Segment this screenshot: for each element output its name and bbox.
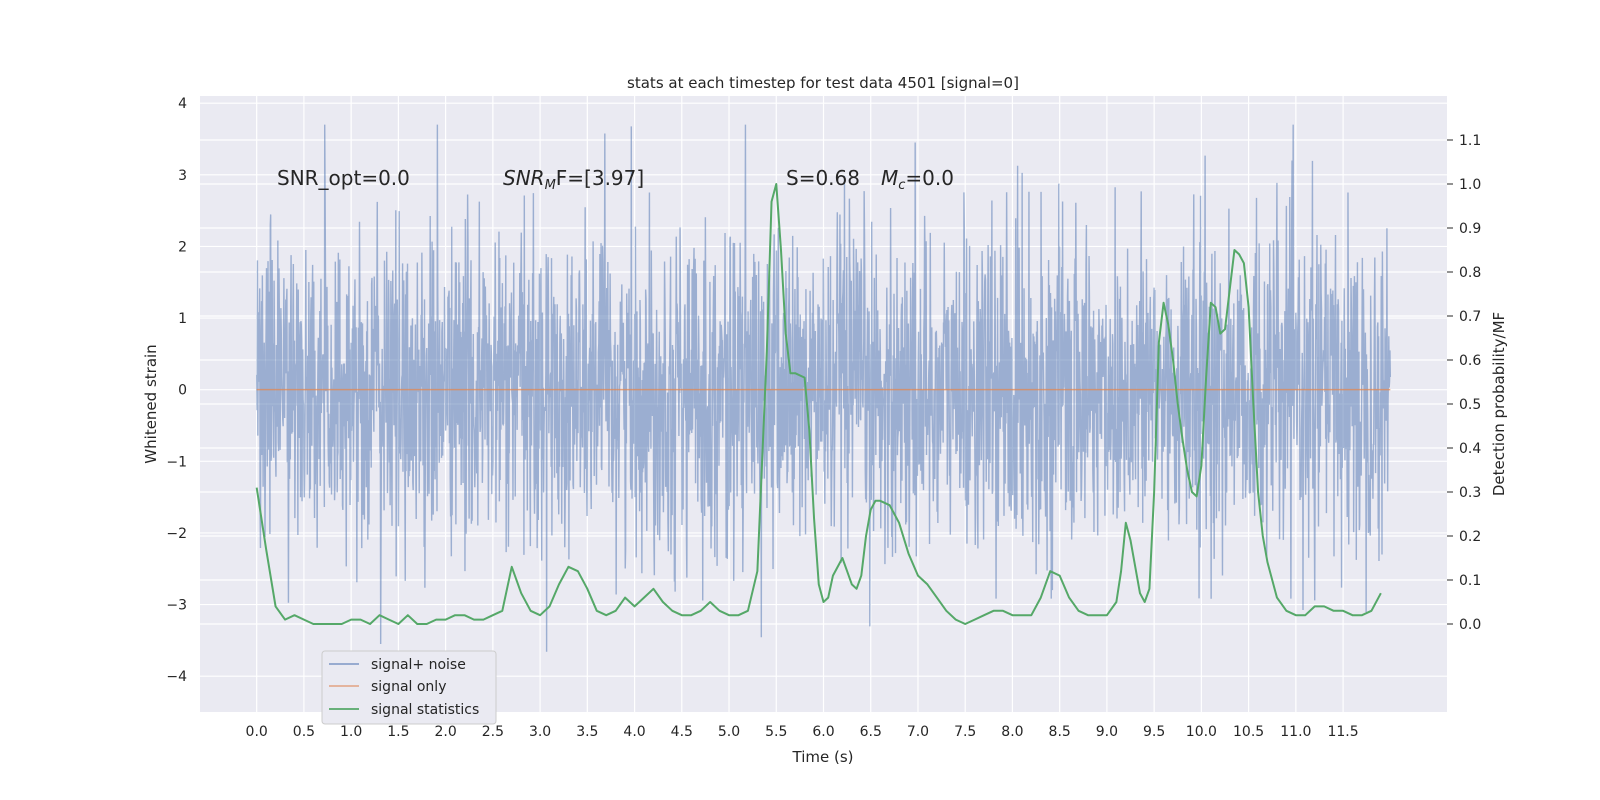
x-tick-13: 6.5 <box>860 724 882 740</box>
noise-band <box>255 124 1392 652</box>
yl-tick-3: 1 <box>178 311 187 327</box>
x-tick-6: 3.0 <box>529 724 551 740</box>
yr-tick-6: 0.5 <box>1459 397 1481 413</box>
yr-tick-5: 0.6 <box>1459 353 1481 369</box>
snr-mf-sub: M <box>545 178 556 193</box>
x-tick-4: 2.0 <box>434 724 456 740</box>
yr-tick-3: 0.8 <box>1459 265 1481 281</box>
legend-label-noise: signal+ noise <box>371 657 466 673</box>
annotation-mc: Mc=0.0 <box>881 166 954 193</box>
right-y-tick-labels: 1.1 1.0 0.9 0.8 0.7 0.6 0.5 0.4 0.3 0.2 0.1 0.0 <box>1447 133 1481 633</box>
snr-mf-main: SNR <box>503 166 545 190</box>
yl-tick-0: 4 <box>178 96 187 112</box>
yr-tick-2: 0.9 <box>1459 221 1481 237</box>
yl-tick-8: −4 <box>166 669 187 685</box>
x-tick-5: 2.5 <box>482 724 504 740</box>
x-tick-22: 11.0 <box>1280 724 1311 740</box>
yl-tick-1: 3 <box>178 168 187 184</box>
yl-tick-7: −3 <box>166 598 187 614</box>
yr-tick-8: 0.3 <box>1459 485 1481 501</box>
mc-tail: =0.0 <box>905 166 954 190</box>
x-tick-9: 4.5 <box>671 724 693 740</box>
series-signal-statistics <box>255 183 1382 625</box>
x-tick-20: 10.0 <box>1186 724 1217 740</box>
x-tick-labels: 0.0 0.5 1.0 1.5 2.0 2.5 3.0 3.5 4.0 4.5 5.0 5.5 6.0 6… <box>246 724 1359 740</box>
yr-tick-9: 0.2 <box>1459 529 1481 545</box>
snr-mf-tail: F=[3.97] <box>556 166 644 190</box>
x-tick-18: 9.0 <box>1096 724 1118 740</box>
series-signal-noise <box>255 124 1392 652</box>
yl-tick-2: 2 <box>178 239 187 255</box>
x-tick-12: 6.0 <box>812 724 834 740</box>
mc-sub: c <box>898 178 905 193</box>
chart-title: stats at each timestep for test data 450… <box>627 74 1019 92</box>
legend: signal+ noise signal only signal statist… <box>321 650 497 725</box>
yr-tick-0: 1.1 <box>1459 133 1481 149</box>
x-tick-1: 0.5 <box>293 724 315 740</box>
x-axis-label: Time (s) <box>792 748 854 766</box>
annotation-s-value: S=0.68 <box>786 166 860 190</box>
yl-tick-5: −1 <box>166 454 187 470</box>
yl-tick-4: 0 <box>178 383 187 399</box>
yr-tick-1: 1.0 <box>1459 177 1481 193</box>
yl-tick-6: −2 <box>166 526 187 542</box>
x-tick-7: 3.5 <box>576 724 598 740</box>
x-tick-23: 11.5 <box>1327 724 1358 740</box>
yr-tick-10: 0.1 <box>1459 573 1481 589</box>
x-tick-21: 10.5 <box>1233 724 1264 740</box>
x-tick-0: 0.0 <box>246 724 268 740</box>
left-y-tick-labels: 4 3 2 1 0 −1 −2 −3 −4 <box>166 96 187 685</box>
x-tick-15: 7.5 <box>954 724 976 740</box>
x-tick-3: 1.5 <box>387 724 409 740</box>
yr-tick-11: 0.0 <box>1459 617 1481 633</box>
x-tick-11: 5.5 <box>765 724 787 740</box>
x-tick-17: 8.5 <box>1049 724 1071 740</box>
annotation-snr-opt: SNR_opt=0.0 <box>277 166 410 190</box>
x-tick-8: 4.0 <box>623 724 645 740</box>
right-y-axis-label: Detection probability/MF <box>1490 312 1508 496</box>
x-tick-16: 8.0 <box>1001 724 1023 740</box>
x-tick-19: 9.5 <box>1143 724 1165 740</box>
legend-box <box>321 650 497 725</box>
x-tick-14: 7.0 <box>907 724 929 740</box>
legend-label-stats: signal statistics <box>371 702 479 718</box>
legend-label-signal: signal only <box>371 679 446 695</box>
x-tick-2: 1.0 <box>340 724 362 740</box>
annotation-snr-mf: SNRMF=[3.97] <box>503 166 644 193</box>
yr-tick-7: 0.4 <box>1459 441 1481 457</box>
yr-tick-4: 0.7 <box>1459 309 1481 325</box>
x-tick-10: 5.0 <box>718 724 740 740</box>
stats-layer <box>255 183 1382 625</box>
mc-main: M <box>881 166 898 190</box>
left-y-axis-label: Whitened strain <box>142 344 160 463</box>
